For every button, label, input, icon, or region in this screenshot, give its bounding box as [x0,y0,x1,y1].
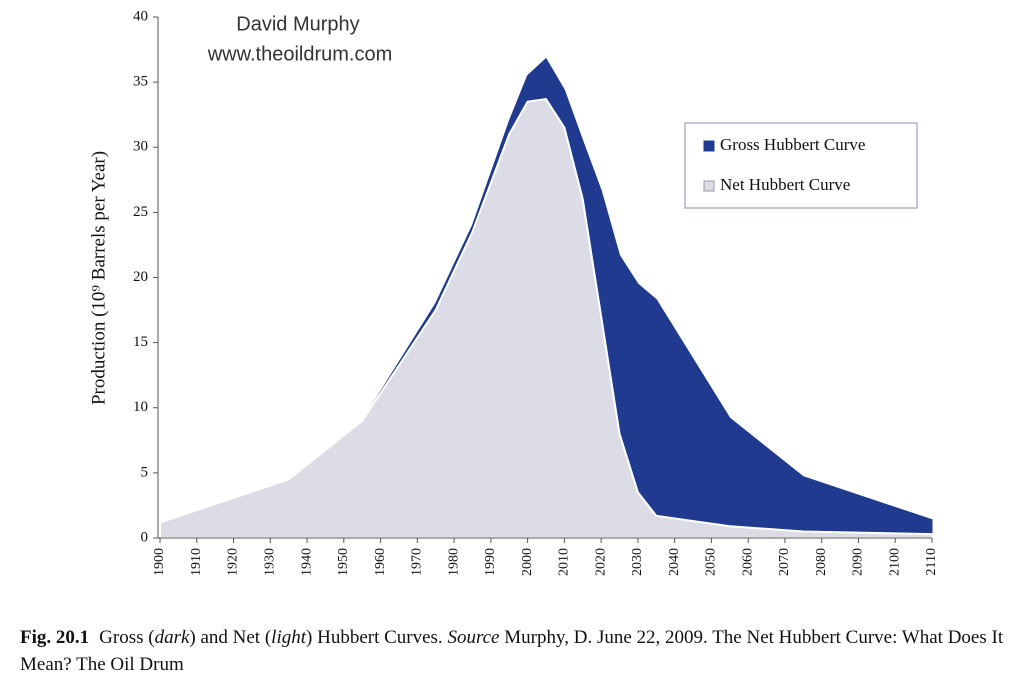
caption-text: Source [447,627,500,648]
annotation: www.theoildrum.com [207,43,393,65]
annotation: David Murphy [236,13,359,35]
y-tick-label: 20 [133,269,148,285]
y-tick-label: 40 [133,8,148,24]
x-tick-label: 2000 [520,548,535,576]
y-tick-label: 25 [133,204,148,220]
x-tick-label: 2070 [777,548,792,576]
y-tick-label: 10 [133,399,148,415]
caption-text: ) Hubbert Curves. [306,627,448,648]
x-tick-label: 1900 [152,548,167,576]
y-tick-label: 0 [141,529,149,545]
y-tick-label: 30 [133,139,148,155]
caption-text: dark [154,627,190,648]
caption-text: Murphy, D. June 22, 2009. The Net Hubber… [20,627,1004,675]
caption-text: light [271,627,307,648]
caption-label: Fig. 20.1 [20,627,90,648]
x-tick-label: 2060 [740,548,755,576]
caption-text: Gross ( [99,627,155,648]
x-tick-label: 2100 [887,548,902,576]
x-tick-label: 2040 [667,548,682,576]
y-tick-label: 15 [133,334,148,350]
x-tick-label: 2020 [593,548,608,576]
x-tick-label: 2030 [630,548,645,576]
x-tick-label: 1930 [263,548,278,576]
legend-label: Net Hubbert Curve [720,175,850,194]
y-axis-label: Production (10⁹ Barrels per Year) [88,151,109,405]
x-tick-label: 2090 [851,548,866,576]
area [159,97,933,539]
legend-box [684,122,918,209]
x-tick-label: 1910 [189,548,204,576]
legend-label: Gross Hubbert Curve [720,135,865,154]
legend-swatch [703,140,715,152]
x-tick-label: 1950 [336,548,351,576]
y-tick-label: 5 [141,464,149,480]
x-tick-label: 2080 [814,548,829,576]
x-tick-label: 2010 [557,548,572,576]
chart: David Murphy www.theoildrum.com Producti… [88,8,939,576]
y-tick-label: 35 [133,74,148,90]
legend-swatch [703,180,715,192]
x-tick-label: 2050 [704,548,719,576]
x-tick-label: 2110 [924,548,939,575]
x-tick-label: 1970 [410,548,425,576]
x-tick-label: 1960 [373,548,388,576]
x-tick-label: 1990 [483,548,498,576]
x-tick-label: 1940 [299,548,314,576]
x-tick-label: 1980 [446,548,461,576]
caption-text: ) and Net ( [189,627,272,648]
x-tick-label: 1920 [226,548,241,576]
caption: Fig. 20.1 Gross (dark) and Net (light) Hu… [20,624,1010,678]
